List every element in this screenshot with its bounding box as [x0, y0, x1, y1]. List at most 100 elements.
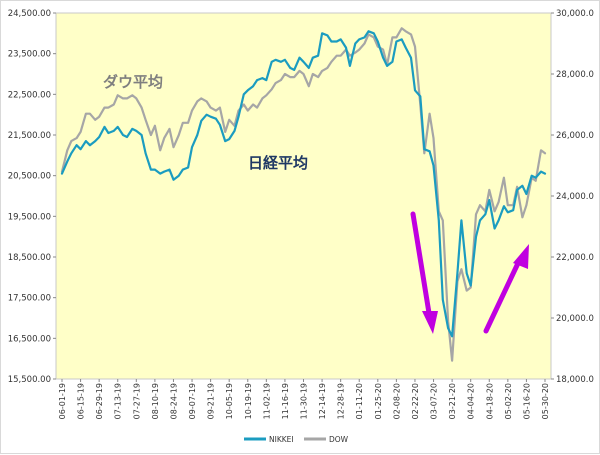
x-tick-label: 09-07-19 [188, 383, 197, 419]
dow-point [224, 131, 226, 133]
dow-point [265, 94, 268, 97]
dow-point [335, 54, 338, 57]
nikkei-point [289, 67, 292, 69]
nikkei-point [345, 46, 347, 49]
left-tick-label: 21,500.00 [8, 131, 51, 141]
nikkei-point [503, 205, 505, 207]
down-arrow [410, 211, 438, 334]
nikkei-point [540, 170, 542, 173]
dow-point [219, 106, 221, 109]
dow-point [163, 137, 165, 139]
nikkei-point [469, 284, 472, 287]
dow-point [154, 125, 156, 127]
x-tick-label: 04-04-20 [467, 383, 476, 419]
left-tick-label: 22,500.00 [8, 90, 51, 100]
nikkei-point [293, 69, 296, 71]
dow-point [228, 119, 230, 121]
x-tick-label: 10-19-19 [244, 383, 253, 419]
nikkei-point [432, 164, 435, 167]
nikkei-point [70, 152, 73, 155]
nikkei-point [284, 59, 286, 61]
left-tick-label: 15,500.00 [8, 375, 51, 385]
nikkei-point [414, 89, 416, 92]
nikkei-point [395, 40, 398, 43]
nikkei-point [447, 327, 449, 330]
dow-point [534, 180, 537, 182]
nikkei-point [373, 32, 375, 35]
nikkei-point [79, 148, 82, 150]
nikkei-point [122, 134, 124, 136]
dow-point [131, 94, 134, 97]
dow-point [317, 76, 319, 78]
dow-point [326, 67, 329, 69]
nikkei-point [261, 77, 264, 79]
dow-point [79, 131, 82, 133]
x-tick-label: 06-15-19 [77, 383, 86, 419]
nikkei-point [224, 140, 226, 142]
left-axis: 15,500.00 16,500.00 17,500.00 18,500.00 19,5… [8, 9, 56, 385]
left-tick-label: 23,500.00 [8, 50, 51, 60]
nikkei-point [126, 136, 128, 138]
nikkei-point [116, 126, 119, 128]
dow-point [302, 73, 305, 75]
left-tick-label: 18,500.00 [8, 253, 51, 263]
nikkei-point [317, 54, 319, 57]
dow-point [354, 51, 357, 54]
dow-point [126, 97, 128, 100]
x-tick-label: 06-01-19 [58, 383, 67, 419]
left-tick-label: 16,500.00 [8, 334, 51, 344]
dow-point [89, 112, 91, 115]
right-tick-label: 20,000.0 [556, 314, 594, 324]
dow-point [432, 137, 435, 139]
nikkei-point [200, 120, 203, 122]
nikkei-point [400, 38, 403, 41]
legend: NIKKEI DOW [244, 435, 349, 444]
nikkei-point [544, 172, 546, 175]
nikkei-point [475, 235, 477, 238]
nikkei-point [280, 61, 282, 63]
dow-point [349, 54, 351, 57]
dow-point [70, 140, 73, 142]
nikkei-point [98, 136, 100, 138]
nikkei-point [335, 40, 338, 43]
nikkei-point [312, 56, 314, 59]
x-tick-label: 01-11-20 [355, 383, 364, 419]
dow-point [460, 268, 463, 271]
x-tick-label: 03-07-20 [430, 383, 439, 419]
x-tick-label: 05-02-20 [504, 383, 513, 419]
nikkei-point [237, 115, 240, 118]
dow-point [442, 219, 444, 222]
dow-point [404, 30, 407, 33]
nikkei-point [182, 168, 184, 171]
dow-point [465, 289, 468, 292]
x-tick-label: 08-10-19 [151, 383, 160, 419]
dow-point [66, 149, 69, 152]
nikkei-point [423, 148, 426, 150]
dow-point [540, 149, 542, 152]
left-tick-label: 20,500.00 [8, 172, 51, 182]
dow-point [215, 109, 217, 112]
nikkei-point [209, 115, 212, 118]
right-tick-label: 18,000.0 [556, 375, 594, 385]
dow-point [308, 85, 310, 87]
dow-point [525, 204, 528, 206]
dow-point [488, 189, 491, 191]
dow-point [247, 109, 249, 112]
right-tick-label: 22,000.0 [556, 253, 594, 263]
nikkei-point [363, 36, 366, 39]
nikkei-point [516, 189, 518, 191]
dow-point [159, 149, 161, 152]
x-tick-label: 12-28-19 [337, 383, 346, 419]
x-tick-label: 07-27-19 [132, 383, 141, 419]
nikkei-point [256, 79, 258, 81]
nikkei-point [302, 61, 305, 63]
nikkei-point [159, 172, 161, 175]
dow-point [187, 122, 189, 124]
nikkei-point [507, 211, 509, 214]
left-tick-label: 24,500.00 [8, 9, 51, 19]
nikkei-point [178, 174, 180, 177]
dow-point [196, 100, 199, 103]
nikkei-point [484, 213, 487, 216]
dow-point [363, 42, 366, 45]
x-tick-label: 12-14-19 [318, 383, 327, 419]
